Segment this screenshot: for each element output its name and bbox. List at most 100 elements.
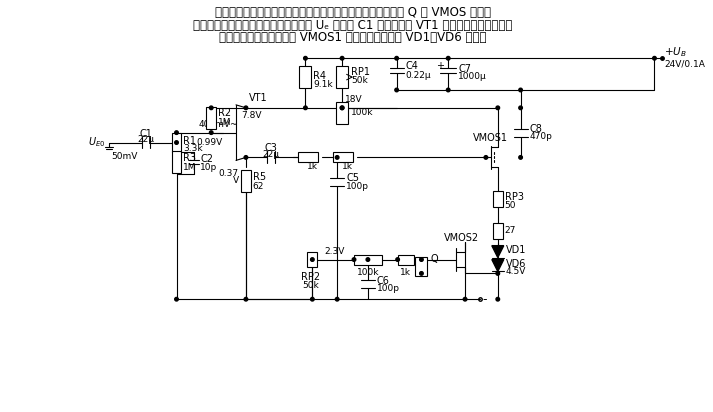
Circle shape	[519, 156, 523, 159]
Text: 18V: 18V	[345, 96, 363, 104]
Circle shape	[420, 272, 424, 275]
Bar	[336, 102, 348, 124]
Text: 7.8V: 7.8V	[241, 111, 262, 120]
Text: VD1: VD1	[506, 245, 526, 255]
Text: RP1: RP1	[351, 67, 370, 77]
Text: 0.99V: 0.99V	[197, 138, 223, 147]
Bar	[307, 252, 317, 267]
Text: 图示出由石英晶体振荡器产生载波信号的电路。振荡器由晶体 Q 和 VMOS 场效应: 图示出由石英晶体振荡器产生载波信号的电路。振荡器由晶体 Q 和 VMOS 场效应	[215, 6, 491, 19]
Bar	[172, 133, 182, 152]
Text: 10p: 10p	[200, 163, 217, 172]
Text: $U_{E0}$: $U_{E0}$	[88, 136, 105, 150]
Text: C3: C3	[265, 143, 277, 154]
Text: +: +	[436, 61, 444, 71]
Text: 100k: 100k	[356, 268, 379, 277]
Text: 100p: 100p	[346, 182, 369, 191]
Text: R4: R4	[313, 71, 327, 81]
Circle shape	[519, 88, 523, 92]
Text: 22μ: 22μ	[138, 135, 154, 144]
Circle shape	[210, 131, 213, 134]
Text: 信号最后经场效应晶体管 VMOS1 放大由红外二极管 VD1～VD6 发出。: 信号最后经场效应晶体管 VMOS1 放大由红外二极管 VD1～VD6 发出。	[220, 31, 487, 44]
Circle shape	[311, 258, 314, 261]
Circle shape	[244, 297, 247, 301]
Circle shape	[340, 106, 344, 110]
Circle shape	[366, 258, 369, 261]
Circle shape	[395, 56, 399, 60]
Circle shape	[496, 297, 500, 301]
Text: VMOS2: VMOS2	[443, 233, 478, 243]
Text: 1k: 1k	[307, 162, 318, 171]
Text: VT1: VT1	[249, 93, 267, 103]
Circle shape	[175, 297, 178, 301]
Bar	[299, 152, 318, 162]
Circle shape	[304, 56, 307, 60]
Text: 100k: 100k	[351, 108, 374, 117]
Text: VMOS1: VMOS1	[473, 133, 508, 143]
Text: 400mV~: 400mV~	[198, 120, 238, 129]
Text: 100p: 100p	[376, 284, 400, 293]
Text: Q: Q	[431, 253, 438, 264]
Circle shape	[340, 56, 344, 60]
Bar	[206, 107, 216, 129]
Circle shape	[484, 156, 488, 159]
Text: C4: C4	[406, 61, 419, 71]
Bar	[299, 66, 312, 88]
Bar	[333, 152, 353, 162]
Text: C1: C1	[139, 129, 152, 138]
Text: 22μ: 22μ	[262, 150, 279, 159]
Text: C2: C2	[200, 154, 213, 164]
Circle shape	[395, 88, 399, 92]
Circle shape	[446, 56, 450, 60]
Bar	[336, 66, 348, 88]
Circle shape	[446, 88, 450, 92]
Polygon shape	[492, 260, 504, 272]
Text: 9.1k: 9.1k	[313, 80, 333, 89]
Text: 50mV: 50mV	[111, 152, 138, 161]
Text: 0.22μ: 0.22μ	[406, 70, 431, 80]
Text: 1000μ: 1000μ	[458, 72, 487, 81]
Text: $+U_B$: $+U_B$	[665, 45, 687, 59]
Text: 1M: 1M	[218, 118, 232, 127]
Circle shape	[244, 156, 247, 159]
Text: 1k: 1k	[400, 268, 411, 277]
Text: -: -	[482, 293, 486, 306]
Text: 管及少量外接元件组成。低频调制信号 Uₑ 经电容 C1 加至放大器 VT1 上。载有载波的被调制: 管及少量外接元件组成。低频调制信号 Uₑ 经电容 C1 加至放大器 VT1 上。…	[193, 19, 513, 32]
Bar	[398, 255, 414, 265]
Circle shape	[244, 106, 247, 110]
Circle shape	[210, 106, 213, 110]
Text: 50: 50	[505, 201, 516, 210]
Circle shape	[175, 131, 178, 134]
Circle shape	[304, 106, 307, 110]
Circle shape	[652, 56, 656, 60]
Text: C6: C6	[376, 276, 390, 286]
Polygon shape	[492, 246, 504, 258]
Text: 1M: 1M	[183, 163, 197, 172]
Text: 4.5V: 4.5V	[506, 267, 526, 276]
Circle shape	[463, 297, 467, 301]
Text: 2.3V: 2.3V	[324, 247, 344, 256]
Text: 1k: 1k	[342, 162, 352, 171]
Circle shape	[519, 106, 523, 110]
Text: VD6: VD6	[506, 258, 526, 269]
Circle shape	[335, 297, 339, 301]
Bar	[416, 257, 427, 276]
Circle shape	[396, 258, 399, 261]
Text: R3: R3	[183, 153, 197, 164]
Circle shape	[420, 258, 424, 261]
Text: C5: C5	[346, 173, 359, 183]
Text: R2: R2	[218, 108, 231, 118]
Bar	[241, 170, 251, 192]
Bar	[354, 255, 381, 265]
Text: R1: R1	[183, 136, 197, 145]
Bar	[493, 191, 503, 207]
Text: C7: C7	[458, 64, 471, 74]
Text: C8: C8	[530, 124, 543, 133]
Circle shape	[340, 106, 344, 110]
Bar	[493, 223, 503, 239]
Text: 50k: 50k	[351, 75, 368, 84]
Text: RP3: RP3	[505, 192, 524, 202]
Text: 0.37: 0.37	[219, 169, 239, 178]
Text: V: V	[233, 176, 239, 185]
Text: 27: 27	[505, 226, 516, 235]
Text: 470p: 470p	[530, 132, 553, 141]
